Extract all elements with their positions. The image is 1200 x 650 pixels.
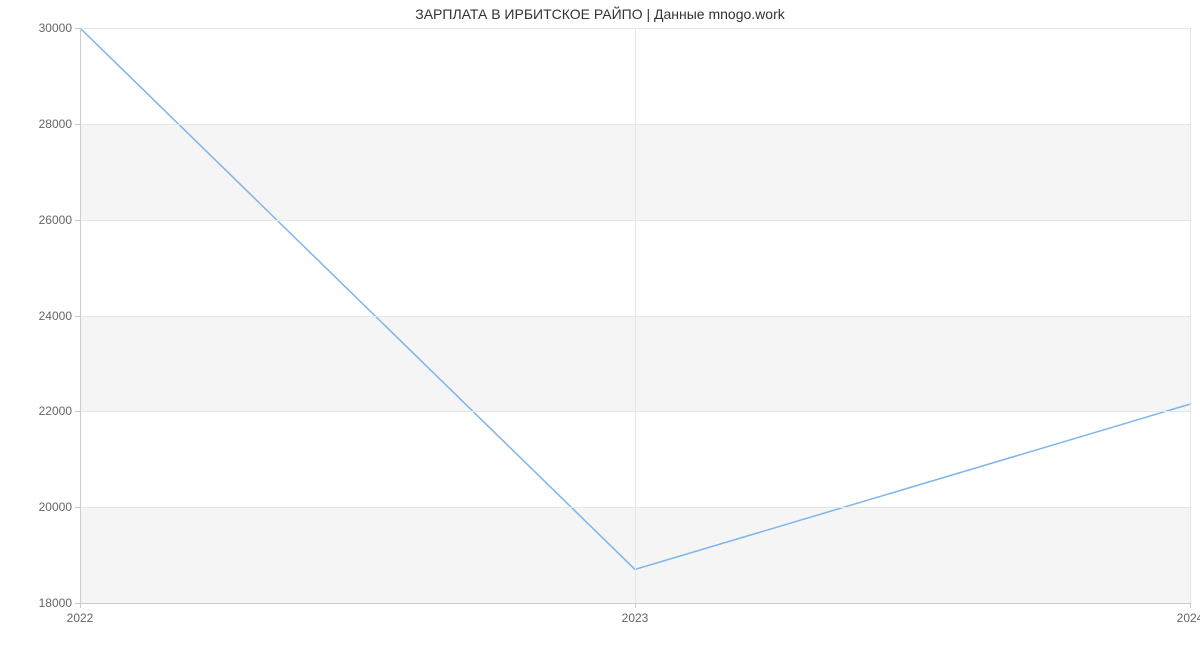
y-tick-label: 24000	[39, 309, 80, 323]
chart-title: ЗАРПЛАТА В ИРБИТСКОЕ РАЙПО | Данные mnog…	[0, 6, 1200, 22]
gridline-vertical	[635, 28, 636, 603]
plot-area: 1800020000220002400026000280003000020222…	[80, 28, 1190, 603]
x-tick-label: 2024	[1177, 603, 1200, 625]
y-axis-line	[80, 28, 81, 603]
chart-container: ЗАРПЛАТА В ИРБИТСКОЕ РАЙПО | Данные mnog…	[0, 0, 1200, 650]
x-axis-line	[80, 603, 1190, 604]
x-tick-label: 2022	[67, 603, 94, 625]
y-tick-label: 20000	[39, 500, 80, 514]
y-tick-label: 30000	[39, 21, 80, 35]
y-tick-label: 22000	[39, 404, 80, 418]
x-tick-label: 2023	[622, 603, 649, 625]
y-tick-label: 28000	[39, 117, 80, 131]
y-tick-label: 26000	[39, 213, 80, 227]
gridline-vertical	[1190, 28, 1191, 603]
